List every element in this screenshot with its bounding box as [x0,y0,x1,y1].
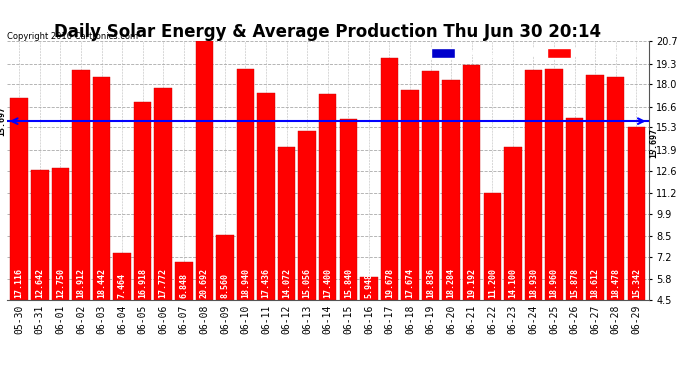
Title: Daily Solar Energy & Average Production Thu Jun 30 20:14: Daily Solar Energy & Average Production … [55,23,601,41]
Text: 18.960: 18.960 [549,268,558,298]
Bar [607,77,624,300]
Bar [566,118,583,300]
Text: 17.400: 17.400 [323,268,333,298]
Text: 18.912: 18.912 [77,268,86,298]
Text: 17.772: 17.772 [159,268,168,298]
Text: 17.674: 17.674 [406,268,415,298]
Text: Copyright 2016 Cartronics.com: Copyright 2016 Cartronics.com [7,32,138,41]
Bar [422,71,440,300]
Bar [175,262,193,300]
Bar [524,69,542,300]
Bar [237,69,254,300]
Text: 18.612: 18.612 [591,268,600,298]
Bar [627,127,645,300]
Bar [463,65,480,300]
Bar [484,193,501,300]
Bar [52,168,69,300]
Text: 14.072: 14.072 [282,268,291,298]
Text: 18.442: 18.442 [97,268,106,298]
Bar [299,131,316,300]
Bar [72,70,90,300]
Text: 15.697: 15.697 [649,128,659,158]
Text: 12.642: 12.642 [35,268,44,298]
Bar [278,147,295,300]
Bar [586,75,604,300]
Bar [545,69,563,300]
Text: 18.478: 18.478 [611,268,620,298]
Text: 12.750: 12.750 [56,268,65,298]
Bar [134,102,151,300]
Bar [319,94,337,300]
Text: 15.342: 15.342 [632,268,641,298]
Bar [31,170,48,300]
Text: 18.940: 18.940 [241,268,250,298]
Text: 17.436: 17.436 [262,268,270,298]
Text: 19.678: 19.678 [385,268,394,298]
Bar [155,88,172,300]
Bar [113,253,131,300]
Bar [360,277,377,300]
Bar [381,58,398,300]
Text: 8.560: 8.560 [220,273,229,298]
Text: 16.918: 16.918 [138,268,147,298]
Text: 20.692: 20.692 [200,268,209,298]
Bar [339,119,357,300]
Text: 14.100: 14.100 [509,268,518,298]
Bar [402,90,419,300]
Text: 5.948: 5.948 [364,273,373,298]
Text: 17.116: 17.116 [14,268,23,298]
Text: 15.056: 15.056 [303,268,312,298]
Bar [442,80,460,300]
Text: 18.284: 18.284 [446,268,455,298]
Text: 15.878: 15.878 [570,268,579,298]
Text: 19.192: 19.192 [467,268,476,298]
Text: 7.464: 7.464 [117,273,126,298]
Text: 15.840: 15.840 [344,268,353,298]
Bar [92,77,110,300]
Bar [216,235,234,300]
Text: 18.836: 18.836 [426,268,435,298]
Bar [195,41,213,300]
Bar [257,93,275,300]
Text: 15.697: 15.697 [0,106,6,136]
Text: 6.848: 6.848 [179,273,188,298]
Text: 18.930: 18.930 [529,268,538,298]
Bar [10,99,28,300]
Legend: Average  (kWh), Daily  (kWh): Average (kWh), Daily (kWh) [429,46,644,60]
Bar [504,147,522,300]
Text: 11.200: 11.200 [488,268,497,298]
